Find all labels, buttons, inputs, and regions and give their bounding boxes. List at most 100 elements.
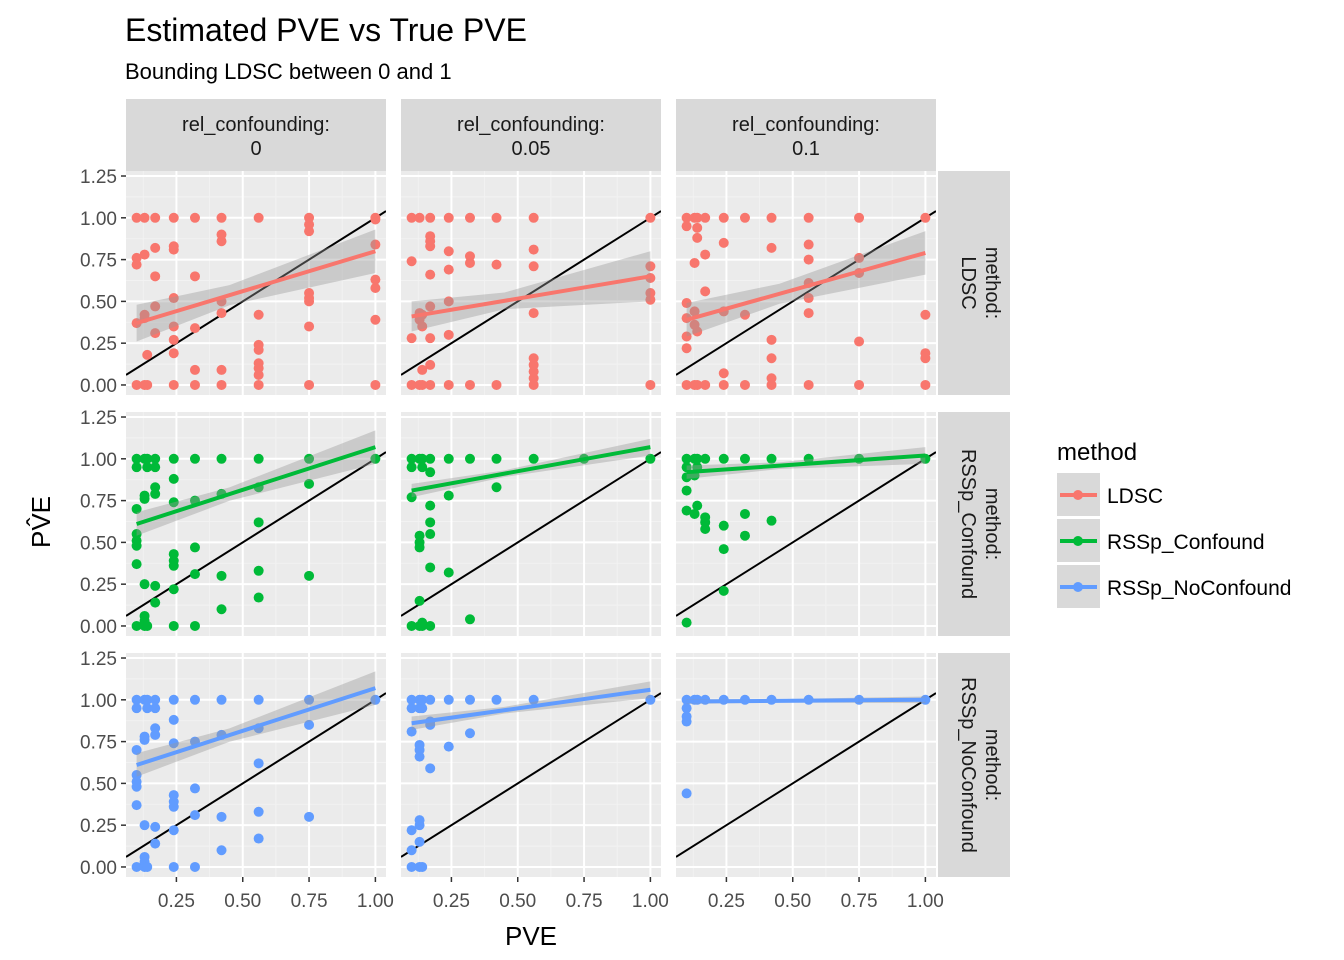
data-point	[425, 333, 436, 344]
data-point	[131, 559, 142, 570]
data-point	[216, 811, 227, 822]
data-point	[681, 485, 692, 496]
data-point	[189, 783, 200, 794]
data-point	[803, 254, 814, 265]
data-point	[700, 512, 711, 523]
panel-background	[676, 412, 936, 636]
data-point	[304, 719, 315, 730]
data-point	[417, 861, 428, 872]
y-tick-label: 0.25	[80, 816, 117, 837]
data-point	[854, 379, 865, 390]
data-point	[168, 334, 179, 345]
data-point	[425, 269, 436, 280]
data-point	[464, 212, 475, 223]
x-tick-label: 0.75	[566, 891, 603, 912]
data-point	[417, 703, 428, 714]
column-strip-1	[401, 99, 661, 171]
data-point	[681, 472, 692, 483]
confidence-band	[411, 251, 651, 332]
panel-1-1	[401, 412, 661, 636]
column-strip-2	[676, 99, 936, 171]
row-strip-1	[938, 412, 1010, 636]
data-point	[253, 592, 264, 603]
x-tick-label: 0.75	[291, 891, 328, 912]
data-point	[150, 462, 161, 473]
data-point	[168, 241, 179, 252]
data-point	[216, 379, 227, 390]
data-point	[131, 453, 142, 464]
row-strip-label: method:	[981, 247, 1003, 319]
panel-2-0	[126, 653, 386, 877]
data-point	[304, 212, 315, 223]
data-point	[700, 453, 711, 464]
data-point	[425, 529, 436, 540]
data-point	[443, 296, 454, 307]
data-point	[406, 492, 417, 503]
data-point	[131, 770, 142, 781]
fit-line	[411, 445, 651, 493]
data-point	[491, 212, 502, 223]
data-point	[425, 562, 436, 573]
x-tick-label: 1.00	[907, 891, 944, 912]
data-point	[189, 620, 200, 631]
data-point	[417, 462, 428, 473]
data-point	[406, 462, 417, 473]
data-point	[168, 738, 179, 749]
data-point	[739, 530, 750, 541]
data-point	[304, 288, 315, 299]
data-point	[528, 308, 539, 319]
row-strip-0	[938, 171, 1010, 395]
data-point	[253, 212, 264, 223]
data-point	[700, 212, 711, 223]
data-point	[168, 825, 179, 836]
panel-2-1	[401, 653, 661, 877]
data-point	[253, 453, 264, 464]
data-point	[854, 336, 865, 347]
y-tick-label: 0.25	[80, 334, 117, 355]
y-tick-label: 0.75	[80, 251, 117, 272]
data-point	[253, 517, 264, 528]
data-point	[528, 212, 539, 223]
data-point	[414, 212, 425, 223]
data-point	[370, 212, 381, 223]
y-tick-label: 0.50	[80, 292, 117, 313]
data-point	[718, 520, 729, 531]
data-point	[414, 530, 425, 541]
data-point	[417, 694, 428, 705]
data-point	[766, 334, 777, 345]
data-point	[216, 845, 227, 856]
data-point	[142, 379, 153, 390]
data-point	[253, 565, 264, 576]
data-point	[425, 500, 436, 511]
data-point	[406, 379, 417, 390]
data-point	[645, 379, 656, 390]
legend-label-rssp-noconfound: RSSp_NoConfound	[1107, 577, 1291, 600]
data-point	[491, 379, 502, 390]
legend-label-rssp-confound: RSSp_Confound	[1107, 531, 1265, 554]
data-point	[425, 379, 436, 390]
data-point	[150, 838, 161, 849]
fit-line	[686, 250, 926, 322]
plot-area: rel_confounding:0rel_confounding:0.05rel…	[80, 99, 1010, 912]
data-point	[142, 620, 153, 631]
data-point	[139, 212, 150, 223]
chart-title: Estimated PVE vs True PVE	[125, 12, 527, 48]
panel-marks	[126, 671, 386, 872]
panel-marks	[676, 692, 936, 858]
data-point	[189, 323, 200, 334]
data-point	[142, 703, 153, 714]
data-point	[718, 544, 729, 555]
data-point	[168, 861, 179, 872]
column-strip-value: 0	[250, 138, 261, 160]
confidence-band	[136, 430, 376, 536]
data-point	[370, 379, 381, 390]
data-point	[414, 836, 425, 847]
legend-dot-rssp-confound	[1073, 536, 1083, 546]
data-point	[131, 744, 142, 755]
fit-line	[135, 445, 377, 526]
panel-marks	[126, 430, 386, 631]
data-point	[370, 314, 381, 325]
confidence-band	[136, 671, 376, 777]
data-point	[803, 293, 814, 304]
column-strip-value: 0.05	[512, 138, 551, 160]
